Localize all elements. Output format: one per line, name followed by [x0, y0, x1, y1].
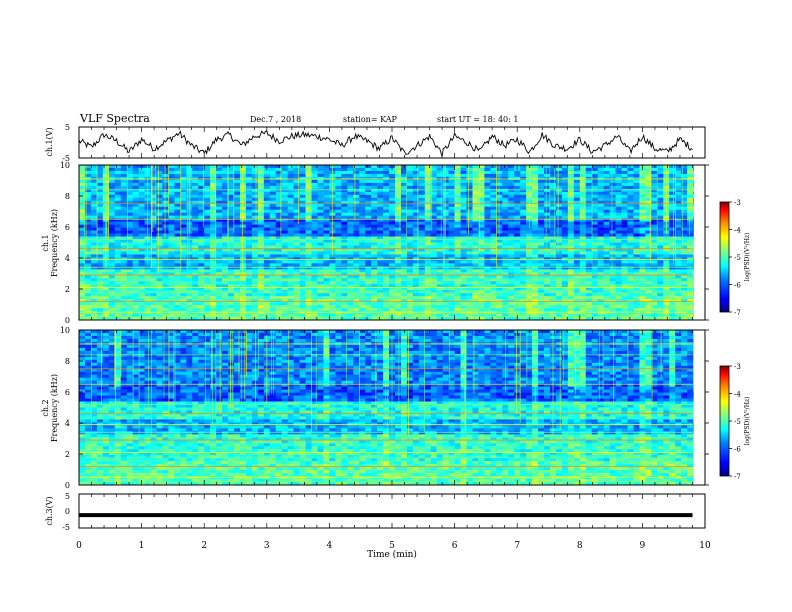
ch1-waveform-trace — [78, 130, 693, 157]
colorbar-tick: -3 — [734, 199, 741, 207]
ch3-waveform-panel: 5 0 -5 ch.3(V) — [45, 492, 706, 532]
x-tick-label: 7 — [514, 541, 520, 551]
ch1-spectrogram-image — [79, 165, 706, 321]
ch3-ytick-mid: 0 — [65, 507, 70, 516]
ch1-ylabel-channel: ch.1 — [41, 234, 50, 251]
ch1-waveform-panel: 5 -5 ch.1(V) — [45, 123, 706, 163]
x-tick-label: 4 — [327, 541, 333, 551]
start-time-label: start UT = 18: 40: 1 — [437, 115, 518, 124]
colorbar-tick: -3 — [734, 363, 741, 371]
ch1-spectrogram-ytick: 10 — [60, 161, 70, 170]
colorbar-tick: -4 — [734, 391, 741, 399]
x-tick-label: 5 — [389, 541, 395, 551]
ch1-spectrogram-ytick: 8 — [65, 192, 70, 201]
colorbar-tick: -7 — [734, 473, 741, 481]
ch2-spectrogram-ytick: 4 — [65, 419, 70, 428]
ch2-spectrogram-image — [79, 330, 706, 486]
colorbar-tick: -5 — [734, 418, 741, 426]
ch2-ylabel-channel: ch.2 — [41, 399, 50, 416]
x-tick-label: 8 — [577, 541, 583, 551]
ch3-frame — [78, 493, 706, 529]
ch2-ylabel-frequency: Frequency (kHz) — [50, 374, 59, 442]
x-tick-label: 6 — [452, 541, 458, 551]
ch1-spectrogram-ytick: 0 — [65, 316, 70, 325]
time-axis: 0 1 2 3 4 5 6 7 8 9 10 — [76, 127, 711, 551]
ch1-ylabel: ch.1(V) — [45, 127, 54, 156]
x-tick-label: 1 — [139, 541, 145, 551]
x-axis-label: Time (min) — [367, 549, 417, 560]
x-tick-label: 0 — [76, 541, 82, 551]
ch3-ytick-bottom: -5 — [62, 523, 70, 532]
x-tick-label: 9 — [640, 541, 646, 551]
colorbar-tick: -6 — [734, 282, 741, 290]
colorbar-tick: -4 — [734, 227, 741, 235]
ch2-spectrogram-ytick: 6 — [65, 388, 70, 397]
ch1-spectrogram-ytick: 2 — [65, 285, 70, 294]
figure-title: VLF Spectra — [79, 112, 150, 125]
x-tick-label: 10 — [699, 541, 711, 551]
ch2-spectrogram-ytick: 8 — [65, 357, 70, 366]
colorbar-label: log(PSD)(V²/Hz) — [744, 233, 751, 282]
spectrogram-no-data — [693, 165, 705, 320]
ch3-ylabel: ch.3(V) — [45, 496, 54, 525]
ch1-ytick-bottom: -5 — [62, 154, 70, 163]
colorbar-tick: -7 — [734, 309, 741, 317]
ch2-spectrogram-panel: 0 2 4 6 8 10 ch.2 Frequency (kHz) -3 -4 -5 -6 -7 l… — [41, 326, 751, 490]
ch1-ylabel-frequency: Frequency (kHz) — [50, 209, 59, 277]
ch2-spectrogram-ytick: 0 — [65, 481, 70, 490]
spectrogram-no-data — [693, 330, 705, 485]
ch2-colorbar: -3 -4 -5 -6 -7 log(PSD)(V²/Hz) — [719, 363, 751, 481]
x-tick-label: 3 — [264, 541, 270, 551]
ch1-colorbar: -3 -4 -5 -6 -7 log(PSD)(V²/Hz) — [719, 199, 751, 317]
station-label: station= KAP — [343, 115, 398, 124]
ch2-spectrogram-ytick: 2 — [65, 450, 70, 459]
ch1-waveform-line — [78, 130, 693, 157]
x-tick-label: 2 — [201, 541, 207, 551]
ch1-frame — [78, 126, 706, 159]
ch2-spectrogram-ytick: 10 — [60, 326, 70, 335]
ch3-ytick-top: 5 — [65, 492, 70, 501]
ch1-ytick-top: 5 — [65, 123, 70, 132]
ch1-spectrogram-ytick: 6 — [65, 223, 70, 232]
ch1-spectrogram-ytick: 4 — [65, 254, 70, 263]
date-label: Dec.7 , 2018 — [250, 115, 301, 124]
colorbar-tick: -5 — [734, 254, 741, 262]
colorbar-tick: -6 — [734, 446, 741, 454]
colorbar-label: log(PSD)(V²/Hz) — [744, 397, 751, 446]
ch1-spectrogram-panel: 0 2 4 6 8 10 ch.1 Frequency (kHz) -3 -4 -5 -6 -7 l… — [41, 161, 751, 325]
